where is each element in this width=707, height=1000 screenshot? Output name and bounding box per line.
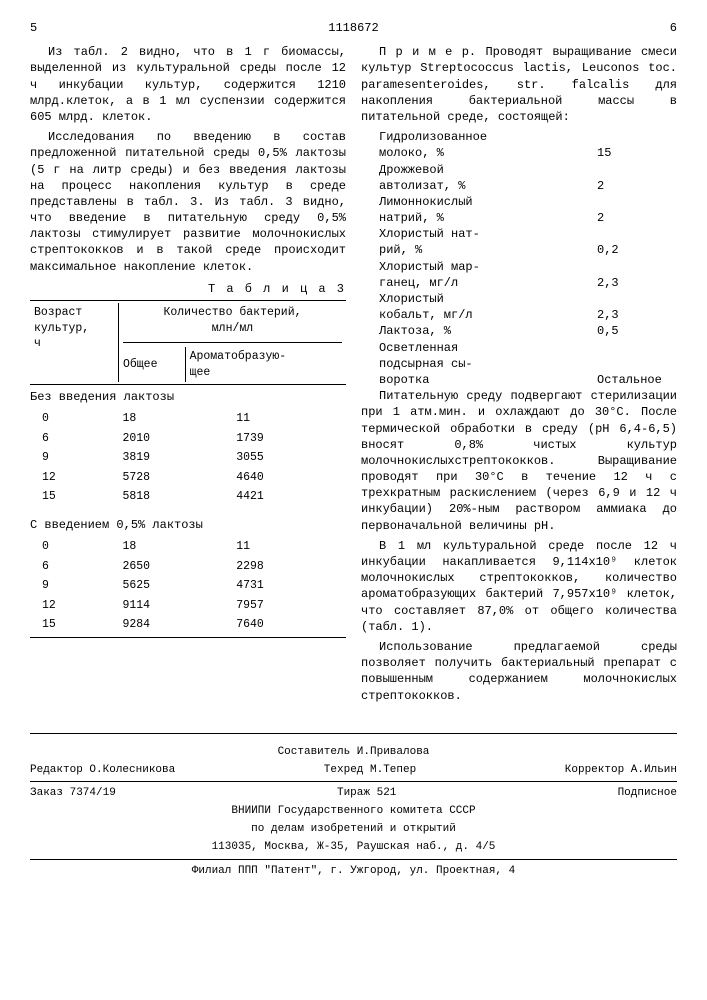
footer-sub: Подписное xyxy=(618,786,677,801)
table-row: 01811 xyxy=(30,409,346,429)
para-conclusion: Использование предлагаемой среды позволя… xyxy=(361,639,677,704)
table-row: 938193055 xyxy=(30,448,346,468)
table-row: 1592847640 xyxy=(30,615,346,635)
footer-tiraz: Тираж 521 xyxy=(337,786,396,801)
footer-tech: Техред М.Тепер xyxy=(324,763,416,778)
table-rows-2: 0181162650229895625473112911479571592847… xyxy=(30,537,346,635)
para-1: Из табл. 2 видно, что в 1 г биомассы, вы… xyxy=(30,44,346,125)
page-right: 6 xyxy=(670,20,677,36)
ingredient-list: Гидролизованноемолоко, %15Дрожжевойавтол… xyxy=(361,129,677,388)
para-method: Питательную среду подвергают стерилизаци… xyxy=(361,388,677,534)
footer-addr2: Филиал ППП "Патент", г. Ужгород, ул. Про… xyxy=(30,864,677,879)
footer-addr1: 113035, Москва, Ж-35, Раушская наб., д. … xyxy=(30,840,677,855)
table-row: 01811 xyxy=(30,537,346,557)
footer-corr: Корректор А.Ильин xyxy=(565,763,677,778)
footer-editor: Редактор О.Колесникова xyxy=(30,763,175,778)
para-example: П р и м е р. Проводят выращивание смеси … xyxy=(361,44,677,125)
right-column: П р и м е р. Проводят выращивание смеси … xyxy=(361,44,677,708)
doc-number: 1118672 xyxy=(328,20,378,36)
table-row: 620101739 xyxy=(30,429,346,449)
para-2: Исследования по введению в состав предло… xyxy=(30,129,346,275)
table-title: Т а б л и ц а 3 xyxy=(30,281,346,297)
table-row: 1257284640 xyxy=(30,468,346,488)
section-1: Без введения лактозы xyxy=(30,389,346,405)
para-result: В 1 мл культуральной среде после 12 ч ин… xyxy=(361,538,677,635)
table-rows-1: 0181162010173993819305512572846401558184… xyxy=(30,409,346,507)
section-2: С введением 0,5% лактозы xyxy=(30,517,346,533)
table-row: 956254731 xyxy=(30,576,346,596)
table-3: Возраст культур, ч Количество бактерий, … xyxy=(30,303,346,382)
footer: Составитель И.Привалова Редактор О.Колес… xyxy=(30,733,677,879)
footer-org2: по делам изобретений и открытий xyxy=(30,822,677,837)
footer-org1: ВНИИПИ Государственного комитета СССР xyxy=(30,804,677,819)
footer-compiler: Составитель И.Привалова xyxy=(30,745,677,760)
page-left: 5 xyxy=(30,20,37,36)
table-row: 1291147957 xyxy=(30,596,346,616)
table-row: 626502298 xyxy=(30,557,346,577)
table-row: 1558184421 xyxy=(30,487,346,507)
footer-order: Заказ 7374/19 xyxy=(30,786,116,801)
left-column: Из табл. 2 видно, что в 1 г биомассы, вы… xyxy=(30,44,346,708)
